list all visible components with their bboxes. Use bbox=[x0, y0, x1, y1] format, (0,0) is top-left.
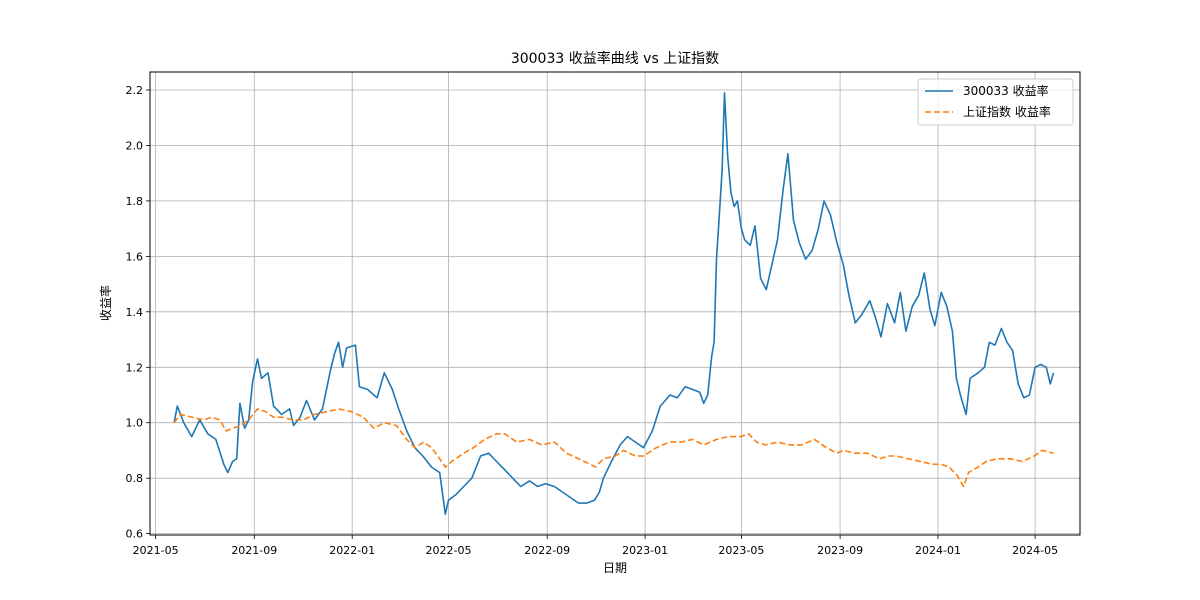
y-tick-label: 1.0 bbox=[126, 417, 144, 430]
y-tick-label: 0.8 bbox=[126, 472, 144, 485]
y-tick-label: 2.2 bbox=[126, 84, 144, 97]
plot-frame bbox=[149, 71, 1081, 536]
y-tick-label: 1.6 bbox=[126, 250, 144, 263]
legend-box bbox=[917, 78, 1074, 126]
y-axis: 0.6 0.8 1.0 1.2 1.4 1.6 1.8 2.0 2.2 bbox=[126, 84, 150, 541]
x-tick-label: 2021-05 bbox=[133, 544, 179, 557]
y-tick-label: 0.6 bbox=[126, 528, 144, 541]
series-line-300033 bbox=[173, 92, 1055, 516]
legend: 300033 收益率 上证指数 收益率 bbox=[917, 78, 1074, 126]
y-axis-label: 收益率 bbox=[98, 285, 113, 321]
x-axis-label: 日期 bbox=[603, 561, 627, 575]
y-tick-label: 1.4 bbox=[126, 306, 144, 319]
x-tick-label: 2022-05 bbox=[426, 544, 472, 557]
x-tick-label: 2021-09 bbox=[231, 544, 277, 557]
legend-label-shanghai-index: 上证指数 收益率 bbox=[963, 104, 1051, 119]
x-tick-label: 2024-01 bbox=[915, 544, 961, 557]
x-tick-label: 2022-09 bbox=[524, 544, 570, 557]
plot-area bbox=[150, 72, 1080, 535]
x-tick-label: 2022-01 bbox=[329, 544, 375, 557]
x-tick-label: 2024-05 bbox=[1012, 544, 1058, 557]
x-tick-label: 2023-01 bbox=[622, 544, 668, 557]
y-tick-label: 1.8 bbox=[126, 195, 144, 208]
y-tick-label: 1.2 bbox=[126, 361, 144, 374]
chart-title: 300033 收益率曲线 vs 上证指数 bbox=[511, 50, 719, 67]
series-line-shanghai-index bbox=[173, 408, 1054, 488]
series-layer bbox=[173, 92, 1055, 516]
x-tick-label: 2023-09 bbox=[817, 544, 863, 557]
legend-label-300033: 300033 收益率 bbox=[963, 83, 1049, 98]
x-axis: 2021-05 2021-09 2022-01 2022-05 2022-09 2023-… bbox=[133, 535, 1058, 557]
x-tick-label: 2023-05 bbox=[718, 544, 764, 557]
y-tick-label: 2.0 bbox=[126, 140, 144, 153]
